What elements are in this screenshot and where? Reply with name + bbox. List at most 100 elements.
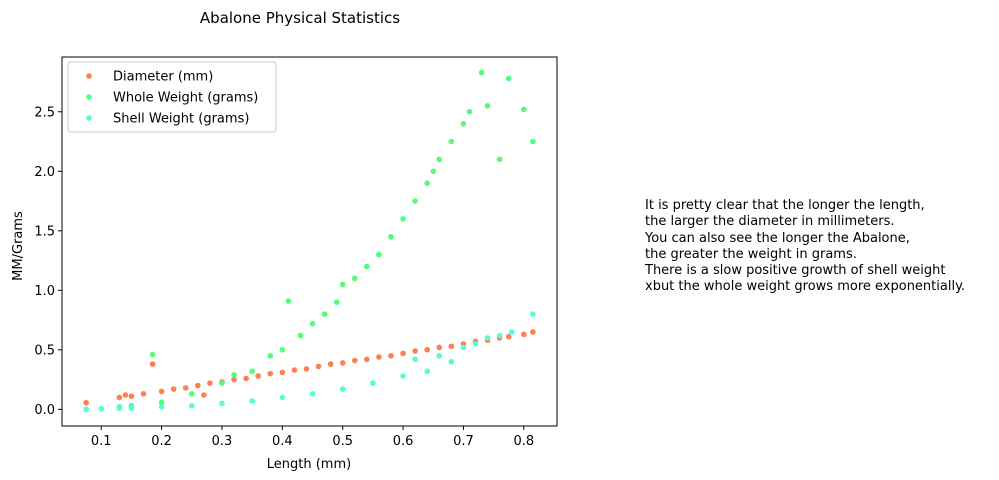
data-point xyxy=(327,361,334,367)
data-point xyxy=(424,347,431,353)
data-point xyxy=(98,405,105,412)
series-0 xyxy=(83,329,536,406)
data-point xyxy=(201,392,207,398)
data-point xyxy=(207,380,213,386)
data-point xyxy=(279,369,286,376)
data-point xyxy=(255,373,261,379)
x-tick-label: 0.5 xyxy=(332,434,353,449)
data-point xyxy=(436,156,443,163)
data-point xyxy=(149,361,156,367)
data-point xyxy=(460,120,467,127)
x-tick-label: 0.8 xyxy=(513,434,534,449)
plot-frame xyxy=(61,56,558,427)
y-tick-label: 0.5 xyxy=(34,343,55,358)
data-point xyxy=(424,368,431,375)
data-point xyxy=(116,405,123,411)
legend-marker xyxy=(86,73,92,79)
annotation-text: It is pretty clear that the longer the l… xyxy=(645,198,995,296)
data-point xyxy=(249,398,255,404)
data-point xyxy=(333,299,340,306)
data-point xyxy=(231,372,237,378)
x-tick-label: 0.7 xyxy=(453,434,474,449)
data-point xyxy=(530,138,536,145)
data-point xyxy=(364,356,370,363)
data-point xyxy=(466,108,473,115)
x-axis: 0.1 0.2 0.3 0.4 0.5 0.6 0.7 0.8 xyxy=(91,426,534,449)
data-point xyxy=(303,366,310,372)
data-point xyxy=(149,351,156,358)
chart-title: Abalone Physical Statistics xyxy=(200,9,400,27)
data-point xyxy=(388,233,394,240)
data-point xyxy=(472,341,479,347)
data-point xyxy=(351,357,358,364)
data-point xyxy=(321,311,328,317)
data-point xyxy=(530,329,536,335)
data-point xyxy=(505,75,512,82)
y-tick-label: 1.0 xyxy=(34,284,55,299)
data-point xyxy=(400,216,406,222)
annotation-line: the greater the weight in grams. xyxy=(645,246,857,262)
data-point xyxy=(128,405,135,411)
data-point xyxy=(412,356,418,363)
y-axis: 0.0 0.5 1.0 1.5 2.0 2.5 xyxy=(34,105,62,418)
x-axis-label: Length (mm) xyxy=(267,457,351,472)
data-point xyxy=(448,358,455,365)
annotation-line: You can also see the longer the Abalone, xyxy=(645,230,910,246)
data-point xyxy=(140,391,147,397)
data-point xyxy=(376,354,382,360)
data-point xyxy=(436,344,443,351)
data-point xyxy=(448,138,455,145)
data-point xyxy=(496,332,503,339)
data-point xyxy=(436,352,443,359)
data-point xyxy=(520,331,527,338)
data-point xyxy=(279,347,286,353)
data-point xyxy=(285,298,292,304)
x-tick-label: 0.3 xyxy=(212,434,233,449)
data-point xyxy=(339,386,346,392)
annotation-line: the larger the diameter in millimeters. xyxy=(645,214,895,230)
data-point xyxy=(83,399,89,406)
data-point xyxy=(309,320,316,327)
data-point xyxy=(195,382,201,389)
data-point xyxy=(83,406,89,413)
data-point xyxy=(339,360,346,366)
data-point xyxy=(291,367,298,373)
data-point xyxy=(219,400,225,407)
legend-label: Shell Weight (grams) xyxy=(113,112,249,127)
data-point xyxy=(158,399,165,405)
data-point xyxy=(448,343,455,350)
data-point xyxy=(339,281,346,288)
y-axis-label: MM/Grams xyxy=(11,211,26,281)
data-point xyxy=(508,329,515,335)
series-layer xyxy=(83,69,536,413)
data-point xyxy=(478,69,485,76)
data-point xyxy=(496,156,503,163)
data-point xyxy=(128,393,135,400)
data-point xyxy=(505,333,512,340)
y-tick-label: 1.5 xyxy=(34,224,55,239)
data-point xyxy=(231,376,237,383)
data-point xyxy=(530,311,536,317)
legend-label: Diameter (mm) xyxy=(113,70,213,85)
data-point xyxy=(309,391,316,397)
data-point xyxy=(520,106,527,113)
data-point xyxy=(351,275,358,282)
x-tick-label: 0.4 xyxy=(272,434,293,449)
data-point xyxy=(430,168,437,175)
data-point xyxy=(219,380,225,386)
data-point xyxy=(484,103,491,109)
x-tick-label: 0.2 xyxy=(151,434,172,449)
data-point xyxy=(158,404,165,410)
legend-marker xyxy=(86,115,92,121)
data-point xyxy=(400,373,406,379)
data-point xyxy=(279,394,286,401)
x-tick-label: 0.6 xyxy=(393,434,414,449)
y-tick-label: 2.5 xyxy=(34,105,55,120)
data-point xyxy=(297,332,304,339)
legend-box xyxy=(67,61,277,133)
annotation-line: It is pretty clear that the longer the l… xyxy=(645,198,925,213)
data-point xyxy=(424,180,431,186)
data-point xyxy=(188,391,195,397)
legend-label: Whole Weight (grams) xyxy=(113,91,258,106)
